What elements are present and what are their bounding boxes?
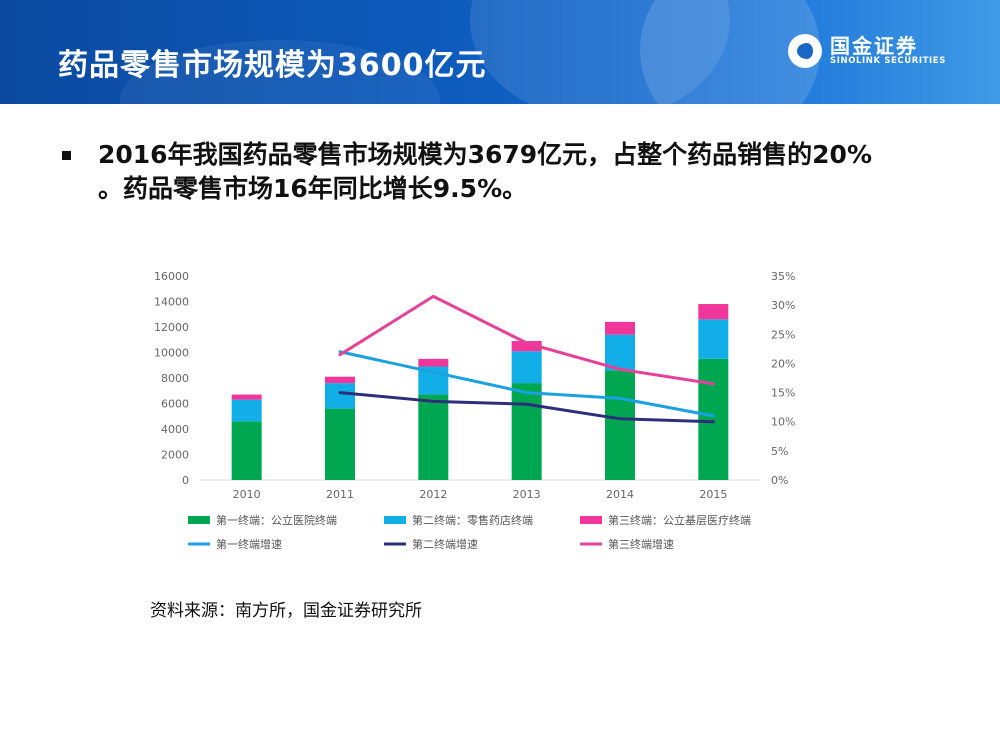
company-logo: 国金证券 SINOLINK SECURITIES [788, 34, 946, 68]
growth-line-3 [338, 294, 715, 386]
bar-segment-3 [605, 321, 635, 335]
y-right-tick-label: 0% [771, 474, 788, 487]
decorative-bubble [470, 0, 730, 104]
bar-segment-1 [698, 358, 729, 480]
x-tick-label: 2013 [513, 488, 541, 501]
bullet-line-1: 2016年我国药品零售市场规模为3679亿元，占整个药品销售的20% [98, 140, 873, 169]
logo-name-cn: 国金证券 [830, 34, 918, 59]
y-left-tick-label: 16000 [154, 270, 189, 283]
y-left-tick-label: 10000 [154, 347, 189, 360]
bar-segment-2 [325, 383, 355, 409]
legend-swatch [188, 516, 210, 524]
bullet-line-2: 。药品零售市场16年同比增长9.5%。 [98, 174, 528, 203]
bar-segment-3 [325, 376, 355, 384]
legend-swatch [384, 516, 406, 524]
header-banner: 药品零售市场规模为3600亿元 国金证券 SINOLINK SECURITIES [0, 0, 1000, 104]
x-tick-label: 2012 [419, 488, 447, 501]
bar-segment-1 [325, 408, 355, 480]
bar-segment-2 [511, 351, 542, 384]
y-left-tick-label: 8000 [161, 372, 189, 385]
bullet-square-icon [62, 151, 71, 160]
growth-line-2 [338, 391, 715, 424]
y-left-tick-label: 14000 [154, 296, 189, 309]
growth-line-1 [338, 350, 715, 418]
bar-segment-1 [511, 383, 542, 480]
bar-segment-1 [231, 421, 262, 480]
bar-segment-3 [698, 304, 729, 320]
y-left-tick-label: 0 [182, 474, 189, 487]
y-right-tick-label: 15% [771, 387, 795, 400]
bullet-text: 2016年我国药品零售市场规模为3679亿元，占整个药品销售的20% 。药品零售… [98, 138, 958, 206]
bar-segment-1 [605, 370, 635, 480]
legend-swatch [580, 516, 602, 524]
legend-label: 第三终端：公立基层医疗终端 [608, 513, 751, 527]
y-right-tick-label: 35% [771, 270, 795, 283]
y-right-tick-label: 10% [771, 416, 795, 429]
x-tick-label: 2014 [606, 488, 634, 501]
legend-label: 第一终端：公立医院终端 [216, 513, 337, 527]
bar-segment-2 [605, 334, 635, 371]
legend-label: 第二终端增速 [412, 537, 478, 551]
bar-segment-3 [511, 341, 542, 352]
legend-label: 第二终端：零售药店终端 [412, 513, 533, 527]
bar-segment-3 [231, 394, 262, 400]
bar-segment-3 [418, 358, 449, 367]
bar-segment-2 [698, 319, 729, 359]
source-note: 资料来源：南方所，国金证券研究所 [150, 601, 422, 621]
x-tick-label: 2015 [699, 488, 727, 501]
y-left-tick-label: 2000 [161, 449, 189, 462]
y-right-tick-label: 5% [771, 445, 788, 458]
logo-icon [788, 34, 822, 68]
logo-name-en: SINOLINK SECURITIES [830, 56, 946, 67]
y-left-tick-label: 12000 [154, 321, 189, 334]
legend-label: 第一终端增速 [216, 537, 282, 551]
x-tick-label: 2011 [326, 488, 354, 501]
x-tick-label: 2010 [233, 488, 261, 501]
bar-segment-1 [418, 394, 449, 480]
y-right-tick-label: 20% [771, 357, 795, 370]
y-left-tick-label: 4000 [161, 423, 189, 436]
bar-segment-2 [231, 399, 262, 422]
y-right-tick-label: 30% [771, 299, 795, 312]
y-left-tick-label: 6000 [161, 398, 189, 411]
y-right-tick-label: 25% [771, 328, 795, 341]
slide-title: 药品零售市场规模为3600亿元 [58, 48, 487, 83]
legend-label: 第三终端增速 [608, 537, 674, 551]
